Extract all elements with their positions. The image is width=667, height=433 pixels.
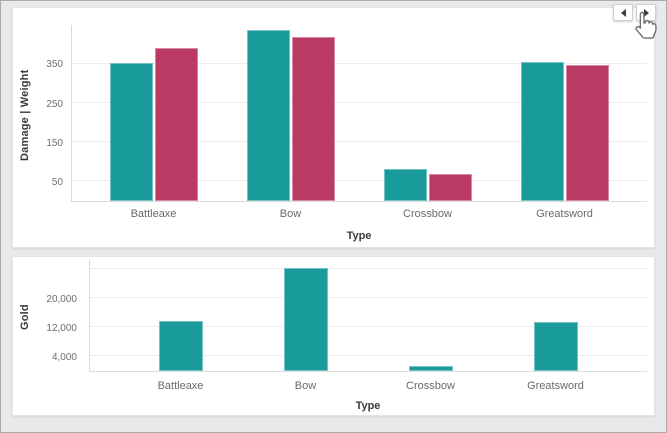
bar-battleaxe-weight[interactable] <box>155 48 199 201</box>
gridline <box>90 268 647 270</box>
bar-group-battleaxe <box>159 320 204 371</box>
bar-groups <box>72 25 647 201</box>
x-category-label: Bow <box>279 208 302 220</box>
gridline <box>72 141 647 143</box>
clustered-column-chart: 50 150 250 350 Battleaxe Bow Crossbow Greatswor… <box>13 8 654 247</box>
y-tick-label: 350 <box>46 59 63 71</box>
right-arrow-icon <box>643 8 649 17</box>
y-tick-label: 4,000 <box>51 352 77 364</box>
gridline <box>72 180 647 182</box>
bar-group-greatsword <box>533 321 578 371</box>
x-axis-labels: Battleaxe Bow Crossbow Greatsword <box>85 207 633 221</box>
bar-group-bow <box>247 29 336 201</box>
x-category-label: Battleaxe <box>130 208 177 220</box>
bar-crossbow-weight[interactable] <box>428 173 472 201</box>
page-navigation <box>613 4 656 21</box>
x-axis-labels: Battleaxe Bow Crossbow Greatsword <box>118 379 618 393</box>
x-category-label: Crossbow <box>406 380 455 392</box>
card-damage-weight-chart[interactable]: 50 150 250 350 Battleaxe Bow Crossbow Greatswor… <box>12 7 655 248</box>
gridline <box>90 355 647 357</box>
bar-group-battleaxe <box>110 48 199 201</box>
bar-crossbow-damage[interactable] <box>383 168 427 201</box>
x-category-label: Battleaxe <box>157 380 204 392</box>
x-category-label: Crossbow <box>403 208 452 220</box>
bar-battleaxe-damage[interactable] <box>110 62 154 201</box>
y-axis-title: Damage | Weight <box>19 69 31 162</box>
card-gold-chart[interactable]: 4,000 12,000 20,000 Battleaxe Bow Crossbow Gre… <box>12 256 655 416</box>
x-axis-title: Type <box>355 400 381 412</box>
bar-group-crossbow <box>408 366 453 371</box>
gridline <box>72 102 647 104</box>
plot-area <box>71 25 647 202</box>
bar-crossbow-gold[interactable] <box>408 366 453 371</box>
hand-cursor-icon <box>635 11 657 39</box>
y-tick-label: 150 <box>46 138 63 149</box>
bar-greatsword-damage[interactable] <box>520 61 564 201</box>
y-tick-label: 250 <box>46 98 63 110</box>
y-axis-title: Gold <box>19 304 31 330</box>
y-tick-label: 12,000 <box>46 322 77 334</box>
bar-bow-damage[interactable] <box>247 29 291 201</box>
bar-group-greatsword <box>520 61 609 201</box>
gridline <box>72 63 647 65</box>
bar-battleaxe-gold[interactable] <box>159 320 204 371</box>
left-arrow-icon <box>620 8 626 17</box>
gridline <box>90 297 647 299</box>
x-category-label: Bow <box>294 380 317 392</box>
y-tick-label: 50 <box>51 177 63 189</box>
x-category-label: Greatsword <box>527 380 584 392</box>
plot-area <box>89 260 647 372</box>
bar-group-bow <box>284 267 329 371</box>
gridline <box>90 326 647 328</box>
x-category-label: Greatsword <box>536 208 593 220</box>
bar-bow-gold[interactable] <box>284 267 329 371</box>
bar-bow-weight[interactable] <box>292 36 336 201</box>
y-tick-label: 20,000 <box>46 293 77 305</box>
bar-groups <box>90 260 647 371</box>
x-axis-title: Type <box>346 230 372 242</box>
bar-greatsword-gold[interactable] <box>533 321 578 371</box>
gold-column-chart: 4,000 12,000 20,000 Battleaxe Bow Crossbow Gre… <box>13 257 654 415</box>
bar-group-crossbow <box>383 168 472 201</box>
bar-greatsword-weight[interactable] <box>565 64 609 201</box>
prev-page-button[interactable] <box>613 4 633 21</box>
